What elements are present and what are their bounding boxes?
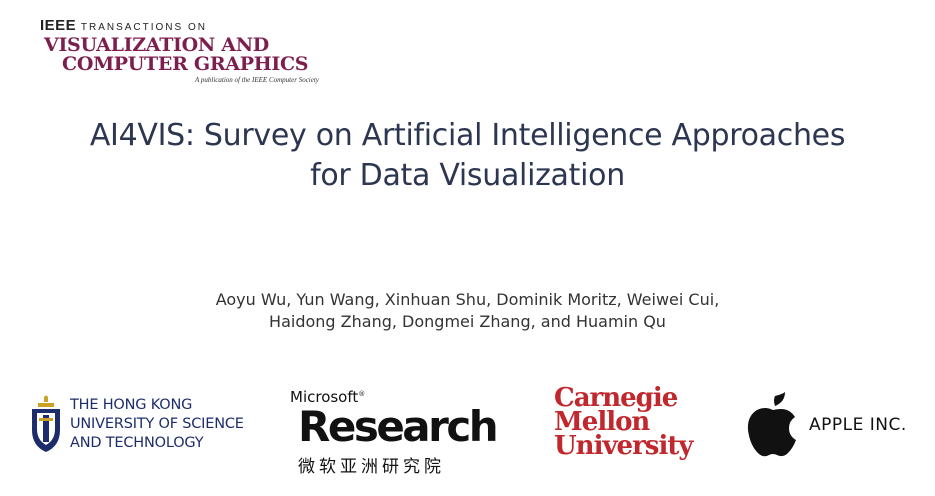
microsoft-research-logo: Microsoft® Research 微软亚洲研究院	[290, 388, 499, 477]
hkust-emblem-icon	[32, 395, 60, 452]
paper-title: AI4VIS: Survey on Artificial Intelligenc…	[0, 116, 935, 196]
paper-title-line1: AI4VIS: Survey on Artificial Intelligenc…	[89, 118, 846, 153]
journal-logo: IEEE TRANSACTIONS ON VISUALIZATION AND C…	[40, 17, 340, 85]
author-list-line1: Aoyu Wu, Yun Wang, Xinhuan Shu, Dominik …	[215, 290, 720, 309]
hkust-name-line3: AND TECHNOLOGY	[70, 435, 204, 451]
paper-title-line2: for Data Visualization	[310, 158, 625, 193]
cmu-name-line3: University	[554, 431, 693, 461]
apple-logo: APPLE INC.	[745, 392, 925, 462]
journal-name-line2: COMPUTER GRAPHICS	[62, 53, 309, 75]
msr-microsoft: Microsoft	[290, 388, 359, 406]
hkust-name-line2: UNIVERSITY OF SCIENCE	[70, 416, 244, 432]
apple-name: APPLE INC.	[809, 415, 907, 435]
cmu-name-line2: Mellon	[554, 407, 650, 437]
journal-ieee: IEEE	[40, 17, 77, 34]
cmu-name-line1: Carnegie	[554, 383, 678, 413]
hkust-logo: THE HONG KONG UNIVERSITY OF SCIENCE AND …	[28, 392, 268, 452]
author-list-line2: Haidong Zhang, Dongmei Zhang, and Huamin…	[269, 312, 666, 331]
msr-chinese-name: 微软亚洲研究院	[298, 457, 445, 477]
journal-name-line1: VISUALIZATION AND	[44, 34, 269, 56]
author-list: Aoyu Wu, Yun Wang, Xinhuan Shu, Dominik …	[0, 289, 935, 333]
journal-transactions-on: TRANSACTIONS ON	[80, 22, 207, 33]
msr-research: Research	[298, 402, 499, 451]
apple-icon	[747, 392, 796, 457]
hkust-name-line1: THE HONG KONG	[70, 397, 193, 413]
journal-publication-note: A publication of the IEEE Computer Socie…	[195, 76, 319, 84]
cmu-logo: Carnegie Mellon University	[554, 383, 704, 476]
